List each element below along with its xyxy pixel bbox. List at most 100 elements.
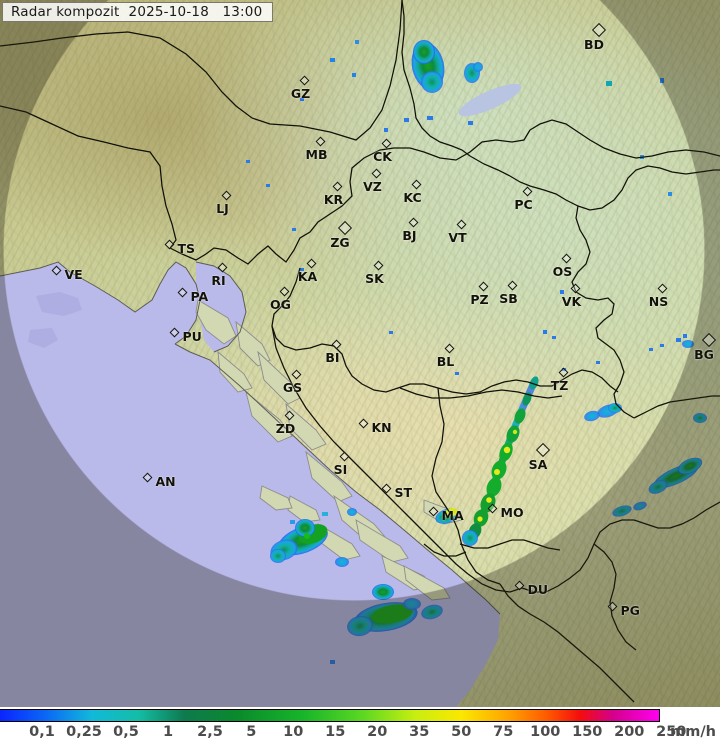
city-label: LJ [216,200,229,216]
scale-tick-12: 100 [530,724,561,740]
echo-cluster-east [584,340,707,517]
city-label: AN [155,473,176,489]
city-label: VZ [363,178,382,194]
city-label: OG [270,296,291,312]
city-label: VK [561,293,582,309]
city-label: SK [365,270,384,286]
diamond-icon [217,262,227,272]
scale-tick-10: 50 [451,724,472,740]
product-title: Radar kompozit 2025-10-18 13:00 [11,4,263,20]
scale-unit-label: mm/h [670,724,716,740]
diamond-icon [299,75,309,85]
scale-tick-2: 0,5 [113,724,139,740]
diamond-icon [701,332,717,348]
diamond-icon [478,281,488,291]
city-label: BI [325,349,340,365]
scale-tick-5: 5 [246,724,257,740]
scale-tick-9: 35 [409,724,430,740]
diamond-icon [561,253,571,263]
echo-cluster-adriatic [270,508,459,664]
city-label: ST [394,484,413,500]
radar-coverage-boundary [0,0,720,707]
diamond-icon [51,265,61,275]
city-label: BG [694,347,714,362]
city-label: MO [500,504,524,520]
city-label: BJ [402,227,417,243]
country-borders [0,0,720,703]
city-label: VT [448,229,467,245]
scale-tick-14: 200 [614,724,645,740]
city-label: PZ [470,291,489,307]
scale-tick-11: 75 [493,724,514,740]
diamond-icon [291,369,301,379]
diamond-icon [358,418,368,428]
color-scale-bar [0,709,660,722]
diamond-icon [169,327,179,337]
city-label: TZ [550,377,569,393]
scale-tick-0: 0,1 [29,724,55,740]
radar-map[interactable]: BD GZ MB CK VZ LJ KR KC PC ZG BJ VT TS RI KA SK OS VE PA OG… [0,0,720,707]
diamond-icon [315,136,325,146]
diamond-icon [570,283,580,293]
color-scale-ticks: 0,1 0,25 0,5 1 2,5 5 10 15 20 35 50 75 100 150 200 250 m… [0,724,720,750]
city-label: SB [499,290,518,306]
city-label: GS [282,379,303,395]
echo-cluster-hungary [300,40,672,196]
city-label: KC [403,189,422,205]
city-label: CK [373,148,392,164]
diamond-icon [558,367,568,377]
city-label: ZG [330,235,350,250]
diamond-icon [371,168,381,178]
diamond-icon [381,138,391,148]
city-label: MA [441,507,464,523]
city-label: SA [528,457,548,472]
diamond-icon [456,219,466,229]
city-label: KN [371,419,392,435]
diamond-icon [306,258,316,268]
diamond-icon [514,580,524,590]
diamond-icon [408,217,418,227]
city-label: MB [305,146,328,162]
city-label: DU [527,581,549,597]
title-bar: Radar kompozit 2025-10-18 13:00 [2,2,274,22]
diamond-icon [657,283,667,293]
city-label: ZD [275,420,296,436]
city-label: PA [190,288,209,304]
diamond-icon [332,181,342,191]
scale-tick-13: 150 [572,724,603,740]
city-label: TS [177,240,196,256]
diamond-icon [381,483,391,493]
diamond-icon [591,22,607,38]
city-label: OS [552,263,573,279]
city-label: BL [436,353,455,369]
scale-tick-7: 15 [325,724,346,740]
diamond-icon [444,343,454,353]
city-label: PG [620,602,640,618]
city-markers-layer: BD GZ MB CK VZ LJ KR KC PC ZG BJ VT TS RI KA SK OS VE PA OG… [51,22,717,618]
city-label: PU [182,328,202,344]
diamond-icon [522,186,532,196]
diamond-icon [284,410,294,420]
city-label: RI [211,272,226,288]
scale-tick-15: 250 [656,724,687,740]
diamond-icon [164,239,174,249]
diamond-icon [535,442,551,458]
diamond-icon [487,503,497,513]
scale-tick-1: 0,25 [66,724,102,740]
diamond-icon [411,179,421,189]
city-label: SI [333,461,348,477]
diamond-icon [221,190,231,200]
diamond-icon [337,220,353,236]
scale-tick-8: 20 [367,724,388,740]
city-label: NS [648,293,669,309]
diamond-icon [142,472,152,482]
precipitation-echoes [246,40,707,664]
city-label: GZ [290,85,311,101]
scale-tick-4: 2,5 [197,724,223,740]
diamond-icon [339,451,349,461]
city-label: KR [323,191,344,207]
city-label: KA [297,268,318,284]
scale-tick-6: 10 [283,724,304,740]
echo-band-mostar [462,376,539,546]
